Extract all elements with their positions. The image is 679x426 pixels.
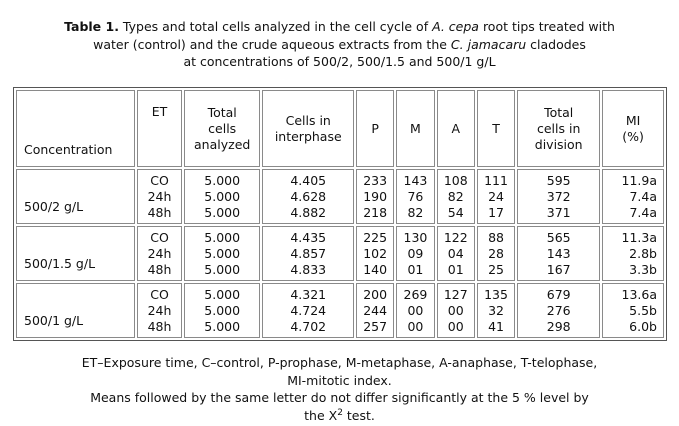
concentration-cell: 500/2 g/L — [16, 169, 136, 224]
header-metaphase: M — [396, 90, 435, 167]
interphase-cell: 4.321 4.724 4.702 — [262, 283, 354, 338]
table-row: 500/1 g/L CO 24h 48h 5.000 5.000 5.000 4.321… — [16, 283, 664, 338]
table-caption: Table 1. Types and total cells analyzed … — [0, 18, 679, 71]
header-anaphase: A — [436, 90, 475, 167]
metaphase-cell: 269 00 00 — [396, 283, 435, 338]
anaphase-cell: 108 82 54 — [436, 169, 475, 224]
mitotic-index-cell: 11.9a 7.4a 7.4a — [602, 169, 664, 224]
et-cell: CO 24h 48h — [137, 283, 182, 338]
interphase-cell: 4.405 4.628 4.882 — [262, 169, 354, 224]
species-name: A. cepa — [432, 19, 479, 34]
caption-label: Table 1. — [64, 19, 119, 34]
total-cell: 5.000 5.000 5.000 — [183, 226, 261, 281]
et-cell: CO 24h 48h — [137, 169, 182, 224]
caption-line-2: water (control) and the crude aqueous ex… — [0, 36, 679, 54]
caption-text: Types and total cells analyzed in the ce… — [118, 19, 433, 34]
header-mitotic-index: MI (%) — [602, 90, 664, 167]
header-interphase: Cells in interphase — [262, 90, 354, 167]
anaphase-cell: 122 04 01 — [436, 226, 475, 281]
header-concentration: Concentration — [16, 90, 136, 167]
table-row: 500/2 g/L CO 24h 48h 5.000 5.000 5.000 4.405… — [16, 169, 664, 224]
telophase-cell: 111 24 17 — [476, 169, 516, 224]
mitotic-index-cell: 13.6a 5.5b 6.0b — [602, 283, 664, 338]
anaphase-cell: 127 00 00 — [436, 283, 475, 338]
header-telophase: T — [476, 90, 516, 167]
metaphase-cell: 130 09 01 — [396, 226, 435, 281]
data-table: Concentration ET Total cells analyzed Cell… — [13, 87, 667, 341]
header-total-cells: Total cells analyzed — [183, 90, 261, 167]
footnote-line: Means followed by the same letter do not… — [90, 390, 589, 405]
total-cell: 5.000 5.000 5.000 — [183, 283, 261, 338]
telophase-cell: 135 32 41 — [476, 283, 516, 338]
et-cell: CO 24h 48h — [137, 226, 182, 281]
division-cell: 565 143 167 — [517, 226, 601, 281]
prophase-cell: 200 244 257 — [356, 283, 395, 338]
footnote-line: MI-mitotic index. — [287, 372, 392, 388]
caption-text: root tips treated with — [478, 19, 615, 34]
footnote-line: ET–Exposure time, C–control, P-prophase,… — [81, 355, 598, 370]
header-et: ET — [137, 90, 182, 167]
division-cell: 679 276 298 — [517, 283, 601, 338]
total-cell: 5.000 5.000 5.000 — [183, 169, 261, 224]
header-prophase: P — [356, 90, 395, 167]
mitotic-index-cell: 11.3a 2.8b 3.3b — [602, 226, 664, 281]
header-division: Total cells in division — [517, 90, 601, 167]
concentration-cell: 500/1.5 g/L — [16, 226, 136, 281]
table-footnote: ET–Exposure time, C–control, P-prophase,… — [0, 354, 679, 424]
caption-text: water (control) and the crude aqueous ex… — [93, 36, 451, 52]
footnote-line: the X2 test. — [304, 407, 375, 423]
division-cell: 595 372 371 — [517, 169, 601, 224]
interphase-cell: 4.435 4.857 4.833 — [262, 226, 354, 281]
species-name: C. jamacaru — [450, 36, 527, 52]
caption-text: cladodes — [526, 36, 586, 52]
metaphase-cell: 143 76 82 — [396, 169, 435, 224]
caption-line-1: Table 1. Types and total cells analyzed … — [0, 18, 679, 36]
concentration-cell: 500/1 g/L — [16, 283, 136, 338]
telophase-cell: 88 28 25 — [476, 226, 516, 281]
table-row: 500/1.5 g/L CO 24h 48h 5.000 5.000 5.000 4.4… — [16, 226, 664, 281]
caption-line-3: at concentrations of 500/2, 500/1.5 and … — [183, 54, 496, 69]
prophase-cell: 225 102 140 — [356, 226, 395, 281]
prophase-cell: 233 190 218 — [356, 169, 395, 224]
header-row: Concentration ET Total cells analyzed Cell… — [16, 90, 664, 167]
